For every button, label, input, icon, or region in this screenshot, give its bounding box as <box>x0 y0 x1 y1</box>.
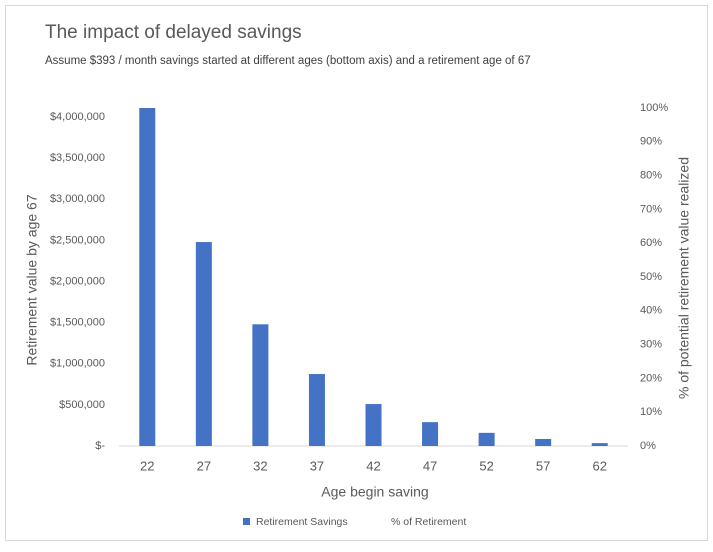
y2-tick-label: 0% <box>640 440 656 452</box>
x-tick-label: 62 <box>592 458 606 473</box>
y-tick-label: $2,000,000 <box>50 275 105 287</box>
y2-tick-label: 50% <box>640 271 662 283</box>
x-tick-label: 47 <box>423 458 437 473</box>
x-tick-label: 57 <box>536 458 550 473</box>
legend-label: % of Retirement <box>391 516 466 528</box>
x-tick-label: 32 <box>253 458 267 473</box>
y-tick-label: $- <box>95 440 105 452</box>
x-tick-label: 27 <box>197 458 211 473</box>
y2-tick-label: 100% <box>640 102 668 114</box>
bar <box>365 404 382 446</box>
bar <box>422 422 439 446</box>
y2-tick-label: 60% <box>640 237 662 249</box>
y2-tick-label: 30% <box>640 339 662 351</box>
bar <box>308 374 325 446</box>
x-axis-title: Age begin saving <box>321 484 428 500</box>
bar <box>478 432 495 446</box>
legend-label: Retirement Savings <box>256 516 348 528</box>
y2-axis-title: % of potential retirement value realized <box>676 157 692 399</box>
y-tick-label: $1,000,000 <box>50 358 105 370</box>
bar <box>139 108 156 446</box>
x-tick-label: 52 <box>479 458 493 473</box>
y2-tick-label: 70% <box>640 203 662 215</box>
chart-subtitle: Assume $393 / month savings started at d… <box>45 55 531 67</box>
y-tick-label: $3,500,000 <box>50 152 105 164</box>
y-tick-label: $3,000,000 <box>50 193 105 205</box>
bar <box>591 443 608 446</box>
legend-swatch <box>243 518 250 525</box>
x-tick-label: 22 <box>140 458 154 473</box>
y-tick-label: $1,500,000 <box>50 317 105 329</box>
y2-tick-label: 10% <box>640 406 662 418</box>
bar <box>195 242 212 446</box>
x-tick-label: 37 <box>310 458 324 473</box>
y2-tick-label: 40% <box>640 305 662 317</box>
y2-tick-label: 20% <box>640 372 662 384</box>
chart-frame <box>5 5 708 541</box>
y2-tick-label: 80% <box>640 170 662 182</box>
y-tick-label: $2,500,000 <box>50 234 105 246</box>
y-tick-label: $500,000 <box>59 399 105 411</box>
chart-title: The impact of delayed savings <box>45 22 302 43</box>
bar <box>252 324 269 446</box>
y-axis-title: Retirement value by age 67 <box>24 194 40 365</box>
x-tick-label: 42 <box>366 458 380 473</box>
y2-tick-label: 90% <box>640 136 662 148</box>
y-tick-label: $4,000,000 <box>50 111 105 123</box>
bar <box>535 439 552 446</box>
